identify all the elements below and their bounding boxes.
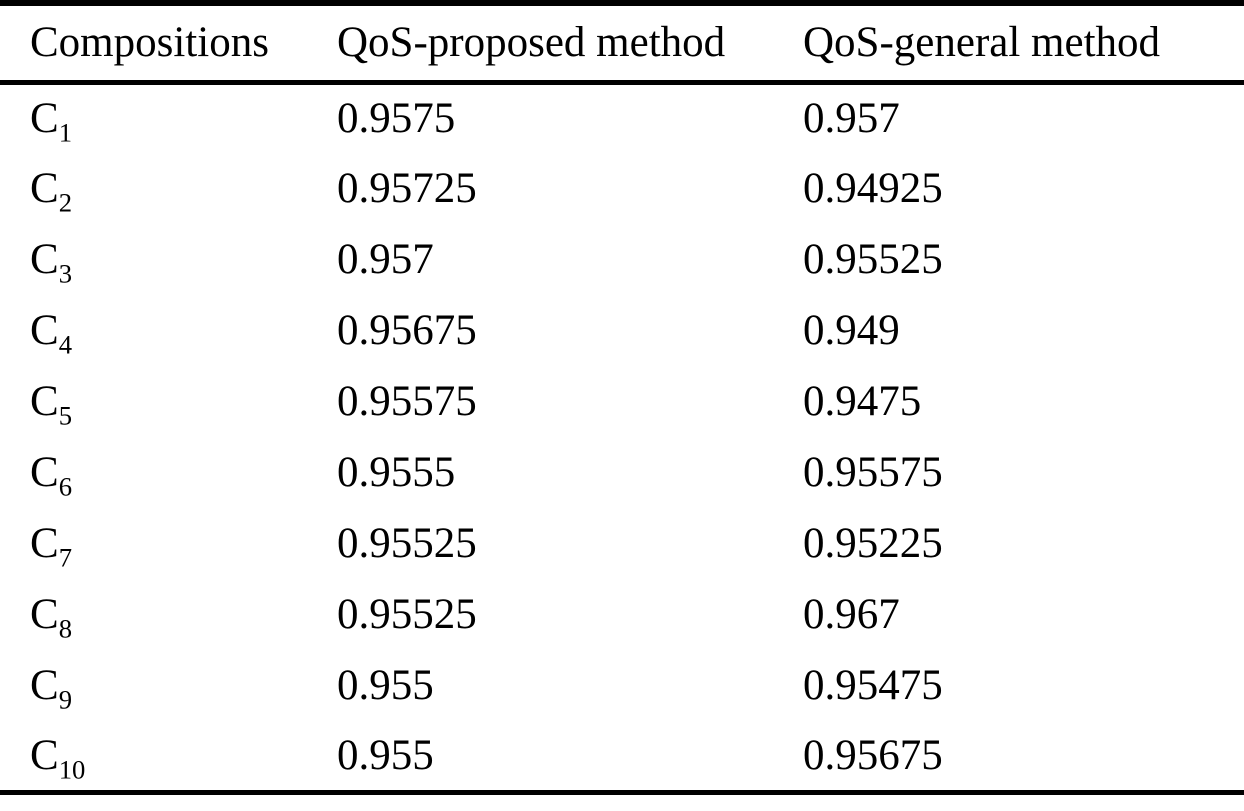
composition-subscript: 2 [58,187,73,218]
qos-general-value-cell: 0.95675 [803,731,943,779]
composition-cell: C6 [0,437,337,508]
composition-label: C [30,236,59,283]
column-header-qos-general: QoS-general method [803,19,1161,67]
composition-cell: C10 [0,721,337,792]
composition-label: C [30,520,59,567]
composition-label: C [30,449,59,496]
qos-proposed-value-cell: 0.95525 [337,520,477,567]
composition-cell: C5 [0,366,337,437]
composition-cell: C8 [0,579,337,650]
composition-subscript: 5 [58,400,73,431]
qos-general-value-cell: 0.949 [803,307,900,354]
qos-proposed-value-cell: 0.9575 [337,95,456,143]
composition-label: C [30,307,59,354]
column-header-qos-proposed: QoS-proposed method [337,19,726,67]
qos-general-value-cell: 0.95225 [803,520,943,567]
composition-cell: C1 [0,82,337,153]
composition-label: C [30,731,59,779]
qos-proposed-value-cell: 0.955 [337,731,434,779]
qos-proposed-value-cell: 0.95675 [337,307,477,354]
composition-label: C [30,165,59,212]
table-row: C5 0.95575 0.9475 [0,366,1244,437]
composition-cell: C9 [0,650,337,721]
composition-label: C [30,662,59,709]
qos-proposed-value-cell: 0.95575 [337,378,477,425]
header-row: Compositions QoS-proposed method QoS-gen… [0,3,1244,82]
qos-proposed-value-cell: 0.95725 [337,165,477,212]
qos-general-value-cell: 0.9475 [803,378,922,425]
qos-proposed-value-cell: 0.9555 [337,449,456,496]
composition-cell: C3 [0,224,337,295]
table-row: C10 0.955 0.95675 [0,721,1244,792]
qos-proposed-value-cell: 0.957 [337,236,434,283]
table-row: C3 0.957 0.95525 [0,224,1244,295]
table-row: C8 0.95525 0.967 [0,579,1244,650]
table-row: C4 0.95675 0.949 [0,295,1244,366]
composition-cell: C4 [0,295,337,366]
composition-cell: C2 [0,153,337,224]
composition-subscript: 4 [58,329,73,360]
composition-subscript: 8 [58,613,73,644]
table-row: C9 0.955 0.95475 [0,650,1244,721]
qos-general-value-cell: 0.967 [803,591,900,638]
composition-label: C [30,378,59,425]
composition-subscript: 6 [58,471,73,502]
composition-label: C [30,95,59,143]
composition-label: C [30,591,59,638]
qos-general-value-cell: 0.95475 [803,662,943,709]
composition-subscript: 7 [58,542,73,573]
column-header-compositions: Compositions [30,19,269,67]
qos-general-value-cell: 0.95525 [803,236,943,283]
table-row: C7 0.95525 0.95225 [0,508,1244,579]
table-header: Compositions QoS-proposed method QoS-gen… [0,3,1244,82]
composition-subscript: 10 [58,754,86,785]
table-row: C6 0.9555 0.95575 [0,437,1244,508]
qos-general-value-cell: 0.95575 [803,449,943,496]
table-row: C2 0.95725 0.94925 [0,153,1244,224]
composition-cell: C7 [0,508,337,579]
composition-subscript: 1 [58,117,73,148]
table-body: C1 0.9575 0.957 C2 0.95725 0.94925 C3 0.957 0.95… [0,82,1244,792]
composition-subscript: 9 [58,684,73,715]
table-row: C1 0.9575 0.957 [0,82,1244,153]
qos-general-value-cell: 0.94925 [803,165,943,212]
qos-general-value-cell: 0.957 [803,95,900,143]
composition-subscript: 3 [58,258,73,289]
qos-proposed-value-cell: 0.95525 [337,591,477,638]
qos-proposed-value-cell: 0.955 [337,662,434,709]
